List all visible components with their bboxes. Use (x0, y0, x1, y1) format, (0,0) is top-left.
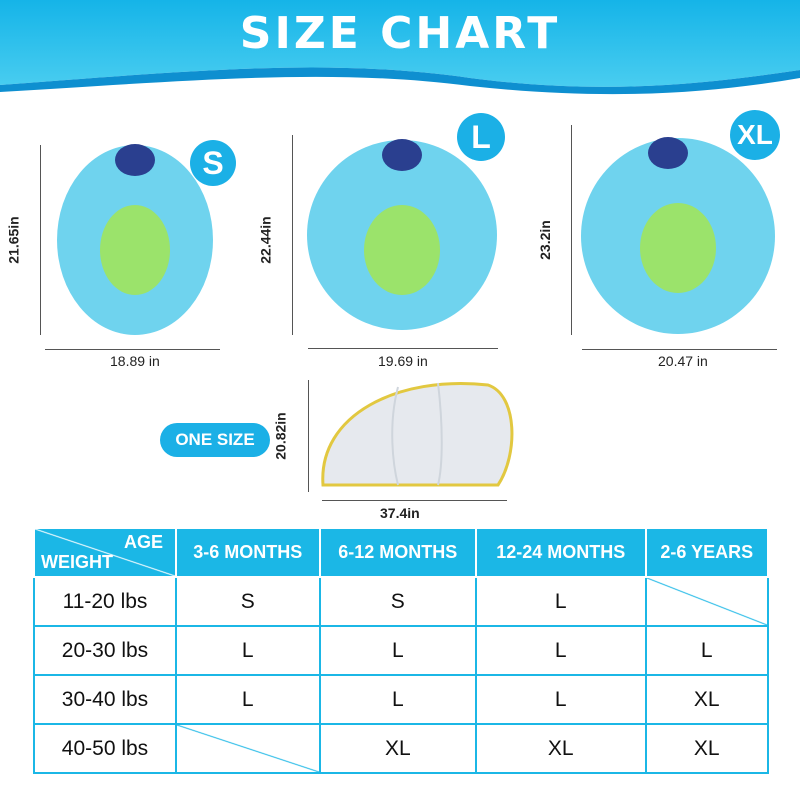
size-cell: S (318, 576, 478, 627)
canopy-height-label: 20.82in (272, 412, 289, 460)
size-cell: L (475, 674, 647, 725)
float-image-s (57, 144, 213, 335)
empty-cell (175, 723, 321, 774)
table-row: 20-30 lbs L L L L (33, 625, 769, 676)
table-row: 30-40 lbs L L L XL (33, 674, 769, 725)
size-cell: L (475, 625, 647, 676)
page-title: SIZE CHART (239, 8, 561, 59)
height-line (40, 145, 41, 335)
size-cell: XL (318, 723, 478, 774)
width-line (308, 348, 498, 349)
size-cell: S (175, 576, 321, 627)
weight-cell: 40-50 lbs (33, 723, 177, 774)
corner-header: AGE WEIGHT (33, 529, 177, 578)
float-image-l (307, 139, 497, 330)
width-label-s: 18.89 in (110, 353, 160, 369)
height-line (571, 125, 572, 335)
width-line (582, 349, 777, 350)
width-label-l: 19.69 in (378, 353, 428, 369)
column-header: 12-24 MONTHS (475, 529, 647, 578)
width-label-xl: 20.47 in (658, 353, 708, 369)
column-header: 6-12 MONTHS (318, 529, 478, 578)
float-image-xl (581, 137, 775, 334)
age-label: AGE (123, 532, 163, 552)
size-cell: L (175, 625, 321, 676)
size-badge-s: S (190, 140, 236, 186)
height-label-xl: 23.2in (536, 220, 553, 260)
table-row: 11-20 lbs S S L (33, 576, 769, 627)
empty-cell (644, 576, 769, 627)
weight-cell: 30-40 lbs (33, 674, 177, 725)
height-line (292, 135, 293, 335)
height-label-l: 22.44in (257, 216, 274, 264)
size-badge-xl: XL (730, 110, 780, 160)
weight-cell: 20-30 lbs (33, 625, 177, 676)
canopy-image (321, 382, 514, 487)
table-row: 40-50 lbs XL XL XL (33, 723, 769, 774)
size-cell: XL (475, 723, 647, 774)
width-line (45, 349, 220, 350)
column-header: 3-6 MONTHS (175, 529, 321, 578)
size-cell: L (175, 674, 321, 725)
size-cell: L (475, 576, 647, 627)
size-cell: XL (644, 674, 769, 725)
height-label-s: 21.65in (5, 216, 22, 264)
height-line (308, 380, 309, 492)
size-cell: L (318, 674, 478, 725)
canopy-width-label: 37.4in (380, 505, 420, 521)
size-cell: L (318, 625, 478, 676)
size-table: AGE WEIGHT 3-6 MONTHS 6-12 MONTHS 12-24 … (33, 529, 769, 774)
column-header: 2-6 YEARS (644, 529, 769, 578)
header-banner (0, 0, 800, 95)
width-line (322, 500, 507, 501)
size-cell: L (644, 625, 769, 676)
weight-label: WEIGHT (41, 552, 113, 572)
weight-cell: 11-20 lbs (33, 576, 177, 627)
one-size-badge: ONE SIZE (160, 423, 270, 457)
size-cell: XL (644, 723, 769, 774)
size-badge-l: L (457, 113, 505, 161)
